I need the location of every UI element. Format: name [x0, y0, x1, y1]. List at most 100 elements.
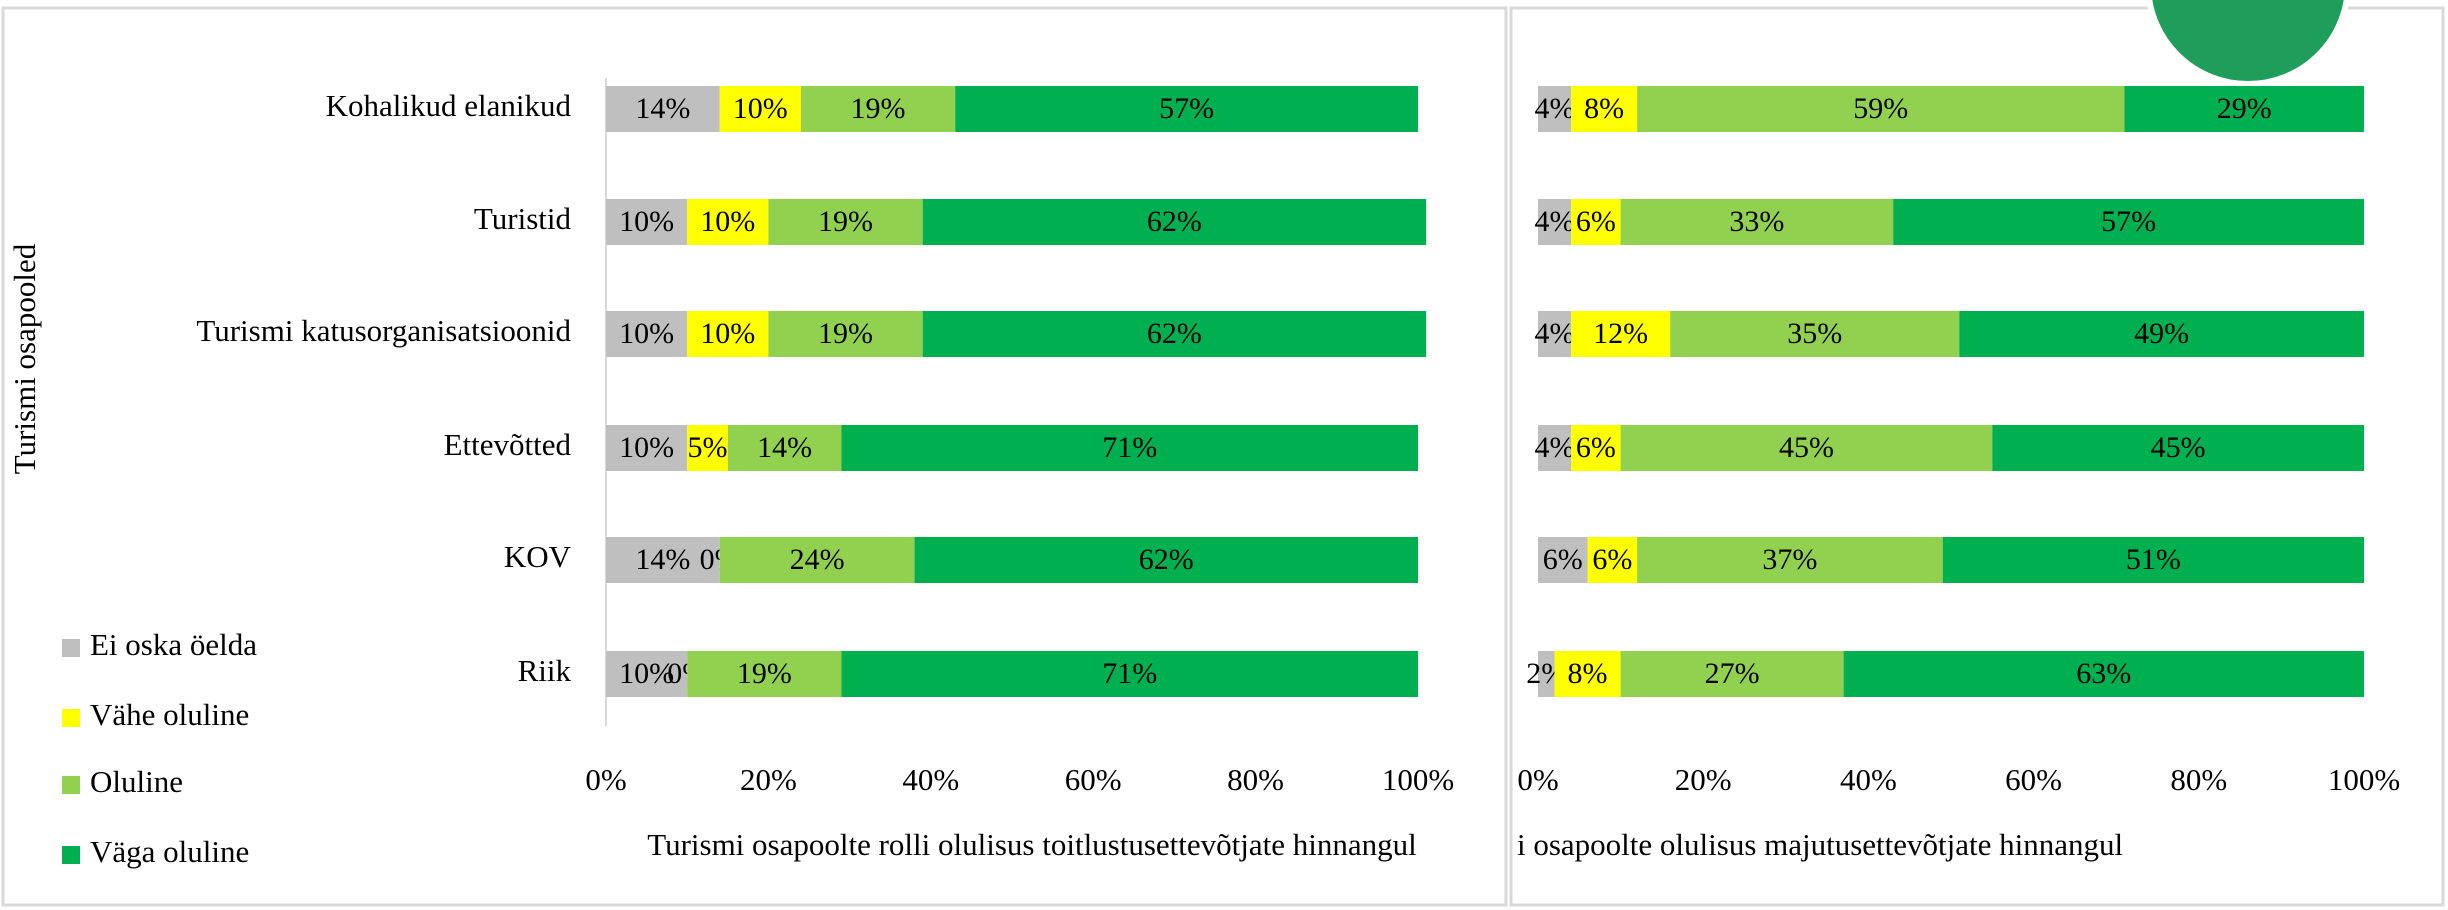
bar-segment [922, 199, 1427, 245]
data-label: 29% [2217, 92, 2272, 125]
bar-segment [606, 86, 720, 132]
bar-segment [1670, 311, 1960, 357]
data-label: 10% [619, 431, 674, 464]
data-label: 5% [688, 431, 728, 464]
bar-segment [1587, 537, 1638, 583]
data-label: 12% [1593, 317, 1648, 350]
x-tick-label: 40% [1840, 762, 1897, 797]
logo-circle [2146, 0, 2350, 87]
data-label: 19% [737, 657, 792, 690]
data-label: 10% [619, 317, 674, 350]
bar-segment [1538, 311, 1572, 357]
data-label: 10% [700, 205, 755, 238]
data-label: 24% [790, 543, 845, 576]
data-label: 45% [2151, 431, 2206, 464]
data-label: 71% [1102, 431, 1157, 464]
bar-segment [1571, 311, 1671, 357]
bar-segment [1893, 199, 2364, 245]
bar-segment [606, 651, 688, 697]
legend-swatch [62, 709, 80, 727]
data-label: 57% [2101, 205, 2156, 238]
x-axis-title: Turismi osapoolte rolli olulisus toitlus… [647, 827, 1417, 862]
data-label: 14% [635, 543, 690, 576]
legend-label: Ei oska öelda [90, 627, 257, 662]
y-tick-label: Kohalikud elanikud [326, 88, 572, 123]
data-label: 6% [1592, 543, 1632, 576]
x-tick-label: 0% [585, 762, 626, 797]
bar-segment [606, 537, 720, 583]
bar-segment [1571, 199, 1621, 245]
bar-segment [1620, 199, 1894, 245]
bar-segment [1843, 651, 2364, 697]
x-tick-label: 80% [2170, 762, 2227, 797]
x-tick-label: 80% [1227, 762, 1284, 797]
bar-segment [922, 311, 1427, 357]
data-label: 4% [1535, 431, 1575, 464]
left-panel-border [1, 6, 1508, 907]
x-tick-label: 100% [1382, 762, 1454, 797]
legend-label: Väga oluline [90, 834, 249, 869]
x-tick-label: 0% [1517, 762, 1558, 797]
bar-segment [800, 86, 956, 132]
bar-segment [1620, 425, 1993, 471]
data-label: 8% [1568, 657, 1608, 690]
data-label: 62% [1139, 543, 1194, 576]
y-tick-label: Turistid [474, 201, 572, 236]
legend-label: Oluline [90, 764, 183, 799]
data-label: 6% [1576, 431, 1616, 464]
data-label: 49% [2134, 317, 2189, 350]
data-label: 37% [1762, 543, 1817, 576]
bar-segment [1538, 425, 1572, 471]
data-label: 6% [1543, 543, 1583, 576]
bar-segment [687, 425, 728, 471]
bar-segment [1942, 537, 2364, 583]
data-label: 19% [818, 205, 873, 238]
data-label: 4% [1535, 205, 1575, 238]
bar-segment [687, 651, 842, 697]
bar-segment [1554, 651, 1621, 697]
bar-segment [841, 425, 1418, 471]
data-label: 10% [700, 317, 755, 350]
y-axis-title: Turismi osapooled [7, 243, 42, 474]
bar-segment [841, 651, 1418, 697]
bar-segment [606, 425, 688, 471]
bar-segment [1620, 651, 1844, 697]
data-label: 51% [2126, 543, 2181, 576]
bar-segment [955, 86, 1418, 132]
data-label: 71% [1102, 657, 1157, 690]
x-tick-label: 20% [1675, 762, 1732, 797]
data-label: 19% [851, 92, 906, 125]
x-tick-label: 100% [2328, 762, 2400, 797]
data-label: 27% [1705, 657, 1760, 690]
bar-segment [1959, 311, 2364, 357]
bar-segment [719, 537, 915, 583]
x-axis-title: i osapoolte olulisus majutusettevõtjate … [1517, 827, 2123, 862]
bar-segment [1637, 86, 2125, 132]
bar-segment [2124, 86, 2364, 132]
legend-label: Vähe oluline [90, 697, 249, 732]
data-label: 10% [619, 657, 674, 690]
bar-segment [1538, 86, 1572, 132]
bar-segment [1637, 537, 1943, 583]
legend-swatch [62, 846, 80, 864]
data-label: 62% [1147, 317, 1202, 350]
data-label: 45% [1779, 431, 1834, 464]
data-label: 6% [1576, 205, 1616, 238]
data-label: 14% [635, 92, 690, 125]
bar-segment [606, 311, 688, 357]
bar-segment [727, 425, 842, 471]
data-label: 10% [619, 205, 674, 238]
data-label: 14% [757, 431, 812, 464]
data-label: 33% [1729, 205, 1784, 238]
data-label: 62% [1147, 205, 1202, 238]
bar-segment [768, 199, 923, 245]
bar-segment [1992, 425, 2364, 471]
data-label: 57% [1159, 92, 1214, 125]
bar-segment [914, 537, 1418, 583]
y-tick-label: Ettevõtted [444, 427, 572, 462]
y-tick-label: KOV [504, 539, 572, 574]
y-tick-label: Riik [518, 653, 572, 688]
data-label: 4% [1535, 317, 1575, 350]
